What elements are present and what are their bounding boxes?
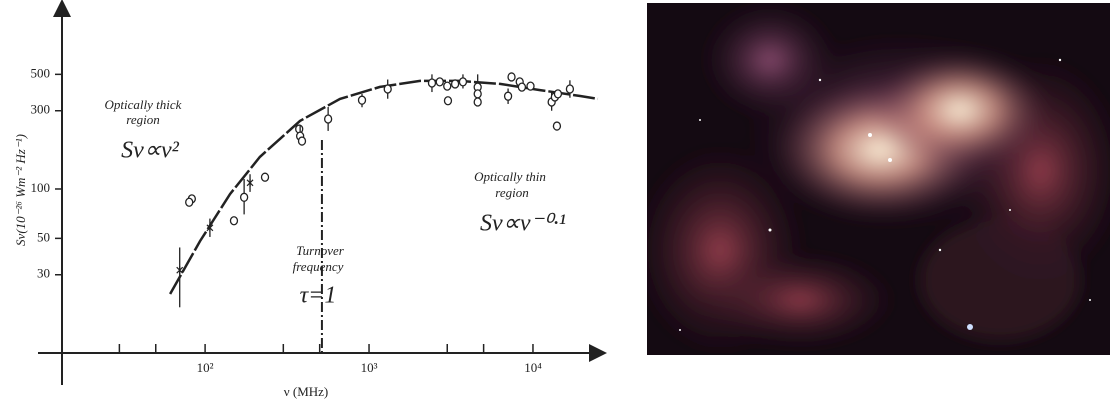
y-tick-label: 50 [37,229,50,244]
data-point [298,137,305,145]
data-point [247,179,253,187]
annotation: frequency [293,259,344,274]
data-point [474,98,481,106]
annotation: Sν∝ν² [121,138,179,164]
page: ν (MHz) Sν(10⁻²⁶ Wm⁻² Hz⁻¹) Optically th… [0,0,1113,403]
data-point [554,90,561,98]
annotation: region [126,112,159,127]
data-point [566,85,573,93]
y-tick-label: 100 [31,180,51,195]
x-tick-label: 10³ [361,360,378,375]
x-tick-label: 10² [197,360,214,375]
data-point [505,92,512,100]
data-point [459,78,466,86]
annotation: Optically thick [105,97,182,112]
y-tick-label: 500 [31,65,51,80]
data-point [474,90,481,98]
data-point [359,96,366,104]
x-tick-label: 10⁴ [524,360,542,375]
data-point [553,122,560,130]
data-point [177,266,183,274]
y-axis-label: Sν(10⁻²⁶ Wm⁻² Hz⁻¹) [13,134,28,246]
nebula-photo [630,0,1113,360]
x-axis-label: ν (MHz) [284,384,329,399]
data-point [508,73,515,81]
data-point [262,173,269,181]
y-tick-label: 30 [37,266,50,281]
data-point [186,198,193,206]
annotation: Sν∝ν⁻⁰·¹ [480,211,566,237]
data-point [452,80,459,88]
data-point [527,82,534,90]
fit-curve [170,81,598,294]
annotation: Turnover [296,243,345,258]
annotation: region [495,185,528,200]
data-point [444,97,451,105]
data-point [428,79,435,87]
data-point [436,78,443,86]
data-point [230,217,237,225]
data-point [384,85,391,93]
annotation: Optically thin [474,169,546,184]
data-point [518,83,525,91]
y-tick-label: 300 [31,102,51,117]
data-point [325,115,332,123]
data-point [444,82,451,90]
annotation: τ=1 [300,283,337,309]
data-point [241,193,248,201]
